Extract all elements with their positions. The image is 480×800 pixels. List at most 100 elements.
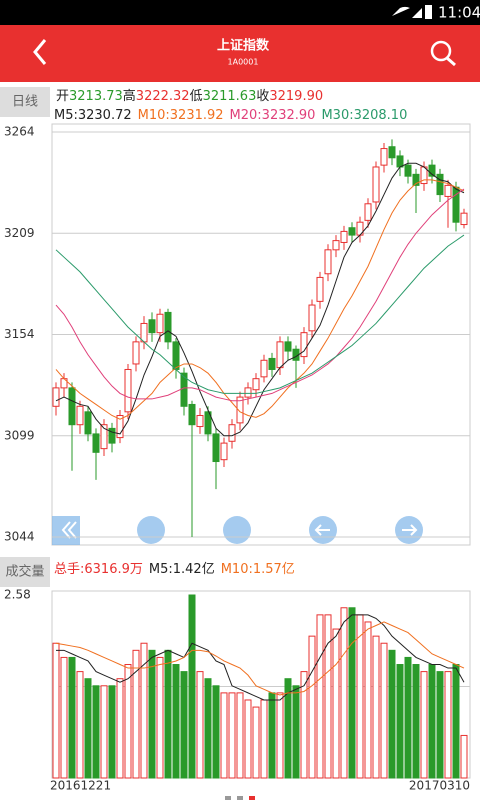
y-tick-label: 3209 <box>4 226 35 240</box>
volume-bar <box>132 649 140 779</box>
candle-body <box>268 357 276 370</box>
volume-bar <box>244 699 252 779</box>
volume-bar <box>396 664 404 779</box>
volume-bar <box>156 656 164 779</box>
legend-item: 总手:6316.9万 <box>54 562 143 577</box>
candle-body <box>156 313 164 334</box>
volume-bar <box>164 649 172 779</box>
search-icon-handle <box>446 56 456 67</box>
candle-body <box>204 411 212 435</box>
ma-line <box>55 621 465 696</box>
volume-bar <box>316 614 324 779</box>
volume-bar <box>372 635 380 779</box>
volume-tab[interactable] <box>0 557 50 587</box>
volume-bar <box>108 685 116 779</box>
volume-bar <box>204 678 212 779</box>
volume-bar <box>60 656 68 779</box>
volume-bar <box>188 594 196 779</box>
y-tick-label: 2.58 <box>4 588 31 602</box>
volume-bar <box>212 685 220 779</box>
candle-body <box>300 332 308 358</box>
volume-bar <box>268 692 276 779</box>
legend-item: M20:3232.90 <box>230 108 316 123</box>
ma-line <box>55 162 465 437</box>
volume-bar <box>140 642 148 779</box>
signal-icon <box>412 8 422 18</box>
volume-bar <box>420 671 428 779</box>
candle-body <box>460 212 468 226</box>
legend-row: 总手:6316.9万 M5:1.42亿 M10:1.57亿 <box>54 562 295 577</box>
candle-body <box>140 322 148 343</box>
candle-body <box>428 164 436 177</box>
volume-bar <box>444 671 452 779</box>
volume-bar <box>436 671 444 779</box>
candle-body <box>228 424 236 442</box>
volume-bar <box>84 678 92 779</box>
volume-bar <box>76 671 84 779</box>
candle-body <box>124 368 132 413</box>
price-tab-label: 日线 <box>12 95 38 110</box>
quote-label: 收 <box>256 89 269 104</box>
volume-bar <box>196 671 204 779</box>
volume-bar <box>364 621 372 779</box>
page-dot <box>237 796 243 800</box>
volume-bar <box>220 692 228 779</box>
candle-body <box>284 341 292 352</box>
zoom-in-button[interactable] <box>137 516 165 544</box>
candle-body <box>188 403 196 426</box>
legend-item: M5:1.42亿 <box>149 562 215 577</box>
volume-bar <box>452 664 460 779</box>
candle-body <box>236 396 244 424</box>
rewind-button[interactable] <box>52 516 80 545</box>
battery-icon <box>425 5 432 19</box>
candle-body <box>92 433 100 453</box>
ma-line <box>56 614 465 701</box>
candle-body <box>108 427 116 444</box>
y-tick-label: 3044 <box>4 530 35 544</box>
candle-body <box>252 378 260 391</box>
candle-body <box>84 411 92 435</box>
quote-value: 3211.63 <box>203 89 257 104</box>
quote-label: 开 <box>56 89 69 104</box>
volume-bar <box>172 664 180 779</box>
volume-bar <box>236 692 244 779</box>
volume-bar <box>380 642 388 779</box>
candle-body <box>172 341 180 370</box>
volume-bar <box>348 607 356 779</box>
volume-bar <box>252 706 260 779</box>
zoom-out-button[interactable] <box>223 516 251 544</box>
candle-body <box>348 227 356 236</box>
y-tick-label: 3264 <box>4 125 35 139</box>
volume-bar <box>260 699 268 779</box>
candle-body <box>324 249 332 275</box>
volume-bar <box>276 692 284 779</box>
search-button[interactable] <box>430 40 456 67</box>
ma-line <box>55 234 465 394</box>
candle-body <box>444 184 452 197</box>
volume-bar <box>148 649 156 779</box>
volume-tab-label: 成交量 <box>5 564 44 580</box>
legend-row: M5:3230.72 M10:3231.92 M20:3232.90 M30:3208… <box>54 108 407 123</box>
candle-body <box>76 405 84 426</box>
volume-bar <box>284 678 292 779</box>
wifi-icon <box>392 6 410 16</box>
quote-label: 高 <box>123 88 136 104</box>
volume-bar <box>340 607 348 779</box>
volume-bar <box>300 671 308 779</box>
status-bar <box>0 0 480 25</box>
candle-body <box>68 387 76 426</box>
volume-bar <box>92 685 100 779</box>
search-icon <box>430 40 452 62</box>
rewind-icon <box>61 521 77 539</box>
volume-bar <box>180 671 188 779</box>
end-date: 20170310 <box>409 779 470 793</box>
candle-body <box>380 148 388 166</box>
volume-bar <box>124 664 132 779</box>
page-dot <box>249 796 255 800</box>
price-tab[interactable] <box>0 87 50 117</box>
back-button[interactable] <box>33 39 47 65</box>
volume-bar <box>324 614 332 779</box>
volume-bar <box>428 664 436 779</box>
y-tick-label: 3099 <box>4 428 35 442</box>
